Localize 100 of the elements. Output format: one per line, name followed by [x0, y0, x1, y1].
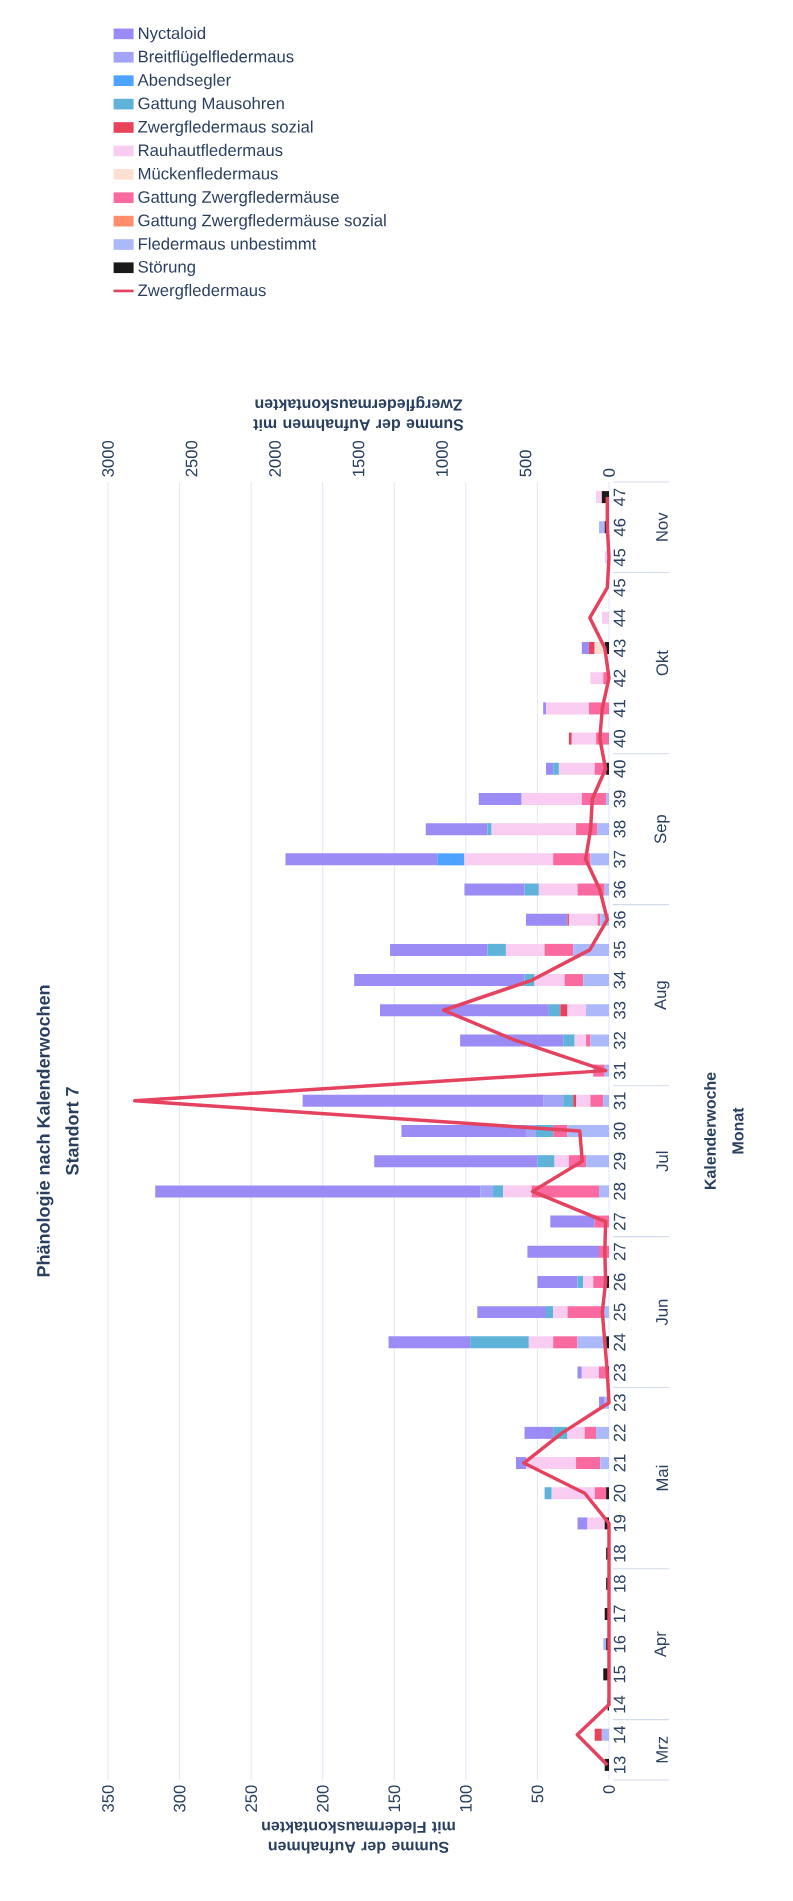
bar: [588, 642, 595, 655]
bar: [477, 1306, 547, 1319]
y-tick-label: 14: [613, 1725, 626, 1743]
bar: [425, 823, 488, 836]
legend-label: Abendsegler: [137, 73, 231, 90]
bar: [543, 1094, 564, 1107]
y-tick-label: 22: [613, 1424, 626, 1442]
bar: [491, 823, 577, 836]
y-tick-label: 33: [613, 1001, 626, 1019]
x2-tick-label: 1000: [436, 440, 448, 477]
bar: [537, 1275, 578, 1288]
bar: [470, 1336, 529, 1349]
legend-label: Gattung Zwergfledermäuse: [138, 190, 339, 207]
x2-tick-label: 2000: [269, 440, 281, 477]
bar: [577, 1366, 582, 1379]
bar: [596, 491, 602, 504]
x-tick-label: 150: [388, 1785, 401, 1812]
y-tick-label: 43: [613, 639, 626, 657]
bar: [550, 1215, 595, 1228]
bar: [544, 1487, 552, 1500]
x2-tick-label: 0: [603, 468, 615, 477]
text: Okt: [655, 650, 669, 676]
legend-label: Zwergfledermaus: [138, 283, 266, 300]
bar: [573, 1094, 577, 1107]
bar: [374, 1155, 538, 1168]
legend-label: Gattung Mausohren: [138, 97, 284, 113]
legend-label: Nyctaloid: [138, 26, 206, 43]
bar: [574, 1034, 587, 1047]
bar: [558, 762, 595, 775]
y-tick-label: 17: [613, 1605, 626, 1622]
x2-tick-label: 1500: [352, 440, 365, 477]
y-tick-label: 38: [613, 820, 626, 838]
y-tick-label: 14: [613, 1695, 626, 1713]
bar: [537, 1155, 555, 1168]
bar: [464, 853, 554, 866]
bar: [525, 913, 568, 926]
y-tick-label: 19: [613, 1514, 626, 1532]
text: Aug: [654, 981, 670, 1010]
bar: [594, 1487, 607, 1500]
y-tick-label: 39: [613, 790, 626, 808]
bar: [590, 1094, 604, 1107]
bar: [584, 1426, 597, 1439]
y-tick-label: 20: [613, 1484, 626, 1502]
bar: [478, 792, 522, 805]
bar: [503, 1185, 532, 1198]
bar: [302, 1094, 544, 1107]
x-tick-label: 100: [459, 1785, 472, 1812]
text: Standort 7: [65, 1087, 79, 1175]
bar: [487, 823, 492, 836]
bar: [554, 1155, 569, 1168]
y-tick-label: 29: [613, 1152, 626, 1170]
bar: [567, 1004, 587, 1017]
bar: [567, 1426, 585, 1439]
bar: [603, 1094, 609, 1107]
bar: [586, 1004, 609, 1017]
y-tick-label: 23: [613, 1394, 626, 1412]
bar: [379, 1004, 549, 1017]
bar: [590, 853, 609, 866]
bar: [577, 1517, 588, 1530]
bar: [285, 853, 438, 866]
bar: [544, 943, 574, 956]
legend-label: Breitflügelfledermaus: [138, 50, 294, 66]
bar: [571, 732, 597, 745]
x-tick-label: 200: [316, 1785, 329, 1812]
y-tick-label: 34: [613, 971, 626, 989]
y-tick-label: 35: [613, 941, 626, 959]
x-tick-label: 250: [245, 1785, 258, 1812]
y-tick-label: 45: [613, 548, 626, 567]
bar: [548, 1004, 561, 1017]
legend-label: Mückenfledermaus: [138, 167, 278, 180]
legend-label: Fledermaus unbestimmt: [138, 237, 317, 250]
bar: [581, 1366, 599, 1379]
y-tick-label: 40: [613, 729, 626, 748]
bar: [524, 883, 539, 896]
bar: [598, 1185, 609, 1198]
bar: [553, 1306, 568, 1319]
bar: [388, 1336, 471, 1349]
bar: [155, 1185, 481, 1198]
text: Mai: [655, 1465, 669, 1491]
x-tick-label: 0: [603, 1785, 615, 1794]
bar: [493, 1185, 504, 1198]
y-tick-label: 23: [613, 1363, 626, 1381]
y-tick-label: 31: [613, 1092, 626, 1110]
bar: [597, 823, 609, 836]
y-tick-label: 15: [613, 1665, 626, 1683]
x2-tick-label: 500: [519, 450, 532, 477]
bar: [354, 974, 525, 987]
bar: [606, 1487, 609, 1500]
bar: [543, 702, 547, 715]
bar: [568, 913, 598, 926]
y-tick-label: 45: [613, 579, 626, 597]
bar: [564, 974, 584, 987]
bar: [464, 883, 525, 896]
bar: [505, 943, 545, 956]
bar: [576, 1094, 591, 1107]
legend-label: Gattung Zwergfledermäuse sozial: [138, 214, 386, 230]
bar: [401, 1125, 526, 1138]
bar: [553, 762, 559, 775]
bar: [534, 974, 565, 987]
y-tick-label: 16: [613, 1635, 626, 1653]
